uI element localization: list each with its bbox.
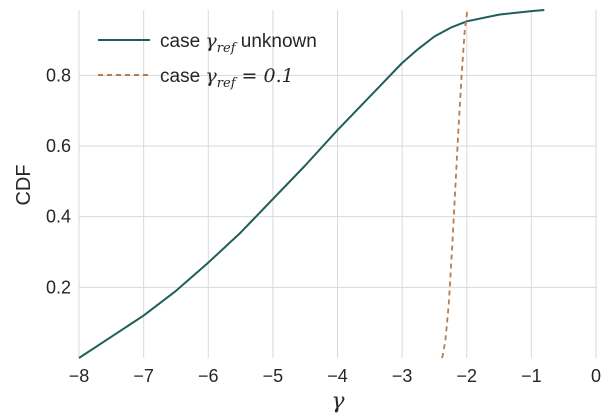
x-tick-label: −6 (198, 366, 219, 386)
x-tick-label: −8 (69, 366, 90, 386)
x-tick-label: −3 (392, 366, 413, 386)
legend-label-unknown: case γref unknown (160, 30, 317, 56)
x-tick-label: −2 (456, 366, 477, 386)
y-tick-labels: 0.2 0.4 0.6 0.8 (46, 65, 71, 297)
legend: case γref unknown case γref = 0.1 (98, 30, 317, 91)
series-line-1 (441, 9, 469, 359)
series-layer (78, 9, 545, 359)
y-axis-label: CDF (13, 164, 35, 205)
x-tick-label: −1 (521, 366, 542, 386)
x-tick-label: −7 (133, 366, 154, 386)
x-tick-label: 0 (591, 366, 601, 386)
y-tick-label: 0.4 (46, 207, 71, 227)
x-tick-label: −5 (263, 366, 284, 386)
legend-label-fixed: case γref = 0.1 (160, 65, 294, 91)
x-axis-label: γ (331, 389, 345, 414)
y-tick-label: 0.8 (46, 65, 71, 85)
x-tick-labels: −8 −7 −6 −5 −4 −3 −2 −1 0 (69, 366, 601, 386)
x-tick-label: −4 (327, 366, 348, 386)
grid-lines (78, 10, 597, 358)
y-tick-label: 0.6 (46, 136, 71, 156)
series-line-0 (78, 9, 545, 359)
y-tick-label: 0.2 (46, 277, 71, 297)
